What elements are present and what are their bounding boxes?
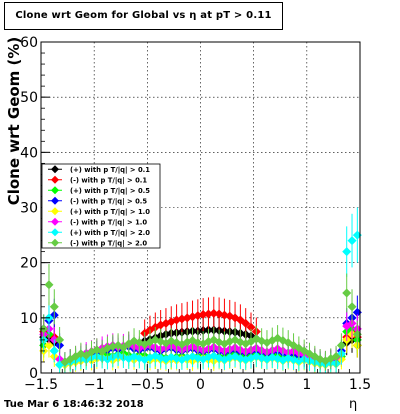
data-point <box>342 247 352 257</box>
data-point <box>241 318 251 328</box>
data-points <box>39 207 362 373</box>
legend-label: (-) with p T/|q| > 0.5 <box>70 197 147 206</box>
x-tick-label: 0 <box>196 377 205 393</box>
y-axis-label: Clone wrt Geom (%) <box>5 36 23 206</box>
legend-label: (+) with p T/|q| > 0.1 <box>70 166 150 175</box>
x-tick-label: 1.5 <box>349 377 371 393</box>
data-point <box>342 288 352 298</box>
timestamp: Tue Mar 6 18:46:32 2018 <box>4 399 144 410</box>
y-tick-label: 50 <box>20 90 38 106</box>
data-point <box>347 236 357 246</box>
legend-box <box>41 163 161 249</box>
legend-label: (+) with p T/|q| > 2.0 <box>70 229 150 238</box>
x-tick-label: 0.5 <box>243 377 265 393</box>
legend-label: (-) with p T/|q| > 0.1 <box>70 176 147 185</box>
x-tick-label: −0.5 <box>130 377 164 393</box>
chart-title: Clone wrt Geom for Global vs η at pT > 0… <box>15 10 272 21</box>
data-point <box>118 343 128 353</box>
x-tick-label: 1 <box>302 377 311 393</box>
legend-label: (+) with p T/|q| > 1.0 <box>70 208 150 217</box>
data-point <box>49 302 59 312</box>
y-tick-label: 60 <box>20 35 38 51</box>
y-tick-label: 30 <box>20 201 38 217</box>
x-tick-label: −1 <box>84 377 105 393</box>
axes: −1.5 −1 −0.5 0 0.5 1 1.5 0 10 20 30 40 50 60 <box>20 35 371 393</box>
data-point <box>347 302 357 312</box>
y-tick-label: 10 <box>20 311 38 327</box>
legend: (+) with p T/|q| > 0.1(-) with p T/|q| >… <box>41 163 161 249</box>
y-tick-label: 40 <box>20 145 38 161</box>
data-point <box>49 346 59 356</box>
data-point <box>55 335 65 345</box>
data-point <box>44 280 54 290</box>
title-box: Clone wrt Geom for Global vs η at pT > 0… <box>4 2 283 30</box>
y-tick-label: 20 <box>20 256 38 272</box>
legend-label: (+) with p T/|q| > 0.5 <box>70 187 150 196</box>
x-axis-label: η <box>349 397 358 412</box>
data-point <box>246 322 256 332</box>
series-8 <box>39 264 362 372</box>
data-point <box>331 351 341 361</box>
x-tick-label: −1.5 <box>24 377 58 393</box>
data-point <box>203 309 213 319</box>
y-tick-label: 0 <box>29 366 38 382</box>
data-point <box>336 340 346 350</box>
legend-label: (-) with p T/|q| > 2.0 <box>70 239 147 248</box>
data-point <box>198 310 208 320</box>
data-point <box>209 308 219 318</box>
data-point <box>44 340 54 350</box>
legend-label: (-) with p T/|q| > 1.0 <box>70 218 147 227</box>
